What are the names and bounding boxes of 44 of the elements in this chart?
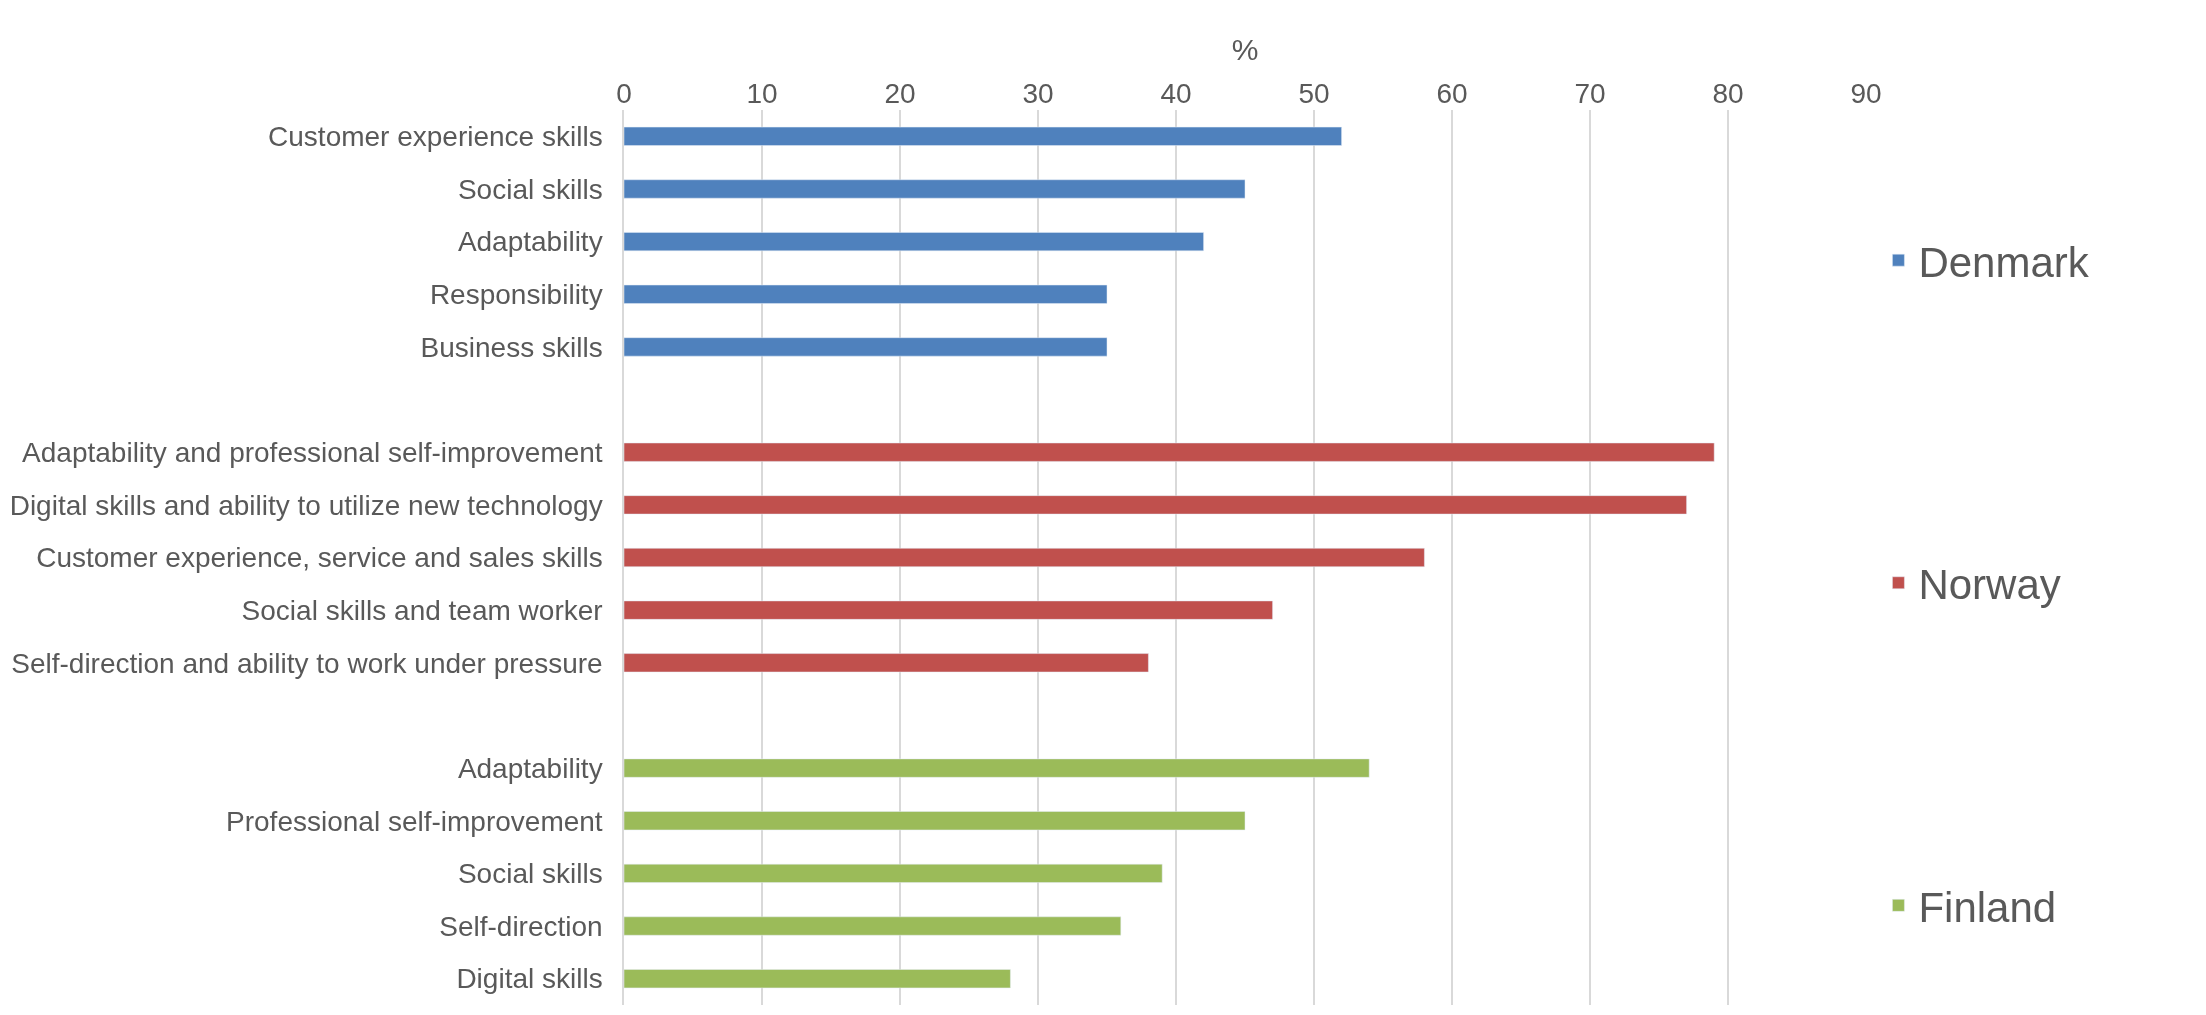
- y-tick-label: Responsibility: [429, 279, 603, 311]
- bar: [624, 600, 1273, 620]
- x-tick-label: 10: [746, 78, 778, 110]
- bar: [624, 548, 1425, 567]
- y-tick-label: Digital skills: [456, 963, 603, 995]
- bar: [624, 495, 1687, 515]
- y-tick-label: Social skills and team worker: [241, 594, 603, 626]
- x-tick-label: 50: [1298, 78, 1330, 110]
- bar: [624, 284, 1108, 304]
- legend-label: Norway: [1918, 561, 2061, 609]
- x-tick-label: 90: [1850, 78, 1882, 110]
- bar: [624, 232, 1204, 252]
- y-tick-label: Social skills: [457, 173, 603, 205]
- x-tick-label: 40: [1160, 78, 1192, 110]
- bar: [624, 442, 1715, 462]
- bar: [624, 179, 1246, 199]
- y-tick-label: Professional self-improvement: [226, 805, 603, 837]
- x-tick-label: 60: [1436, 78, 1468, 110]
- bar: [624, 337, 1108, 357]
- bar: [624, 758, 1370, 778]
- bar: [624, 811, 1246, 831]
- x-tick-label: 80: [1712, 78, 1744, 110]
- y-tick-label: Digital skills and ability to utilize new technology: [9, 489, 603, 521]
- bar: [624, 126, 1342, 146]
- bar: [624, 863, 1163, 883]
- x-tick-label: 70: [1574, 78, 1606, 110]
- y-tick-label: Self-direction: [439, 910, 603, 942]
- y-tick-label: Self-direction and ability to work under pressure: [11, 647, 603, 679]
- x-tick-label: 0: [616, 78, 632, 110]
- y-tick-label: Adaptability: [457, 226, 603, 258]
- y-tick-label: Customer experience skills: [268, 121, 603, 153]
- y-tick-label: Social skills: [457, 858, 603, 890]
- y-tick-label: Customer experience, service and sales skills: [36, 542, 603, 574]
- legend-label: Finland: [1918, 883, 2057, 931]
- bar: [624, 969, 1011, 989]
- bar: [624, 916, 1122, 936]
- x-axis-title: %: [1231, 33, 1259, 67]
- bar: [624, 653, 1149, 673]
- y-tick-label: Adaptability and professional self-improvement: [22, 437, 603, 469]
- y-tick-label: Business skills: [420, 331, 603, 363]
- x-tick-label: 30: [1022, 78, 1054, 110]
- legend-label: Denmark: [1918, 238, 2090, 286]
- x-tick-label: 20: [884, 78, 916, 110]
- y-tick-label: Adaptability: [457, 752, 603, 784]
